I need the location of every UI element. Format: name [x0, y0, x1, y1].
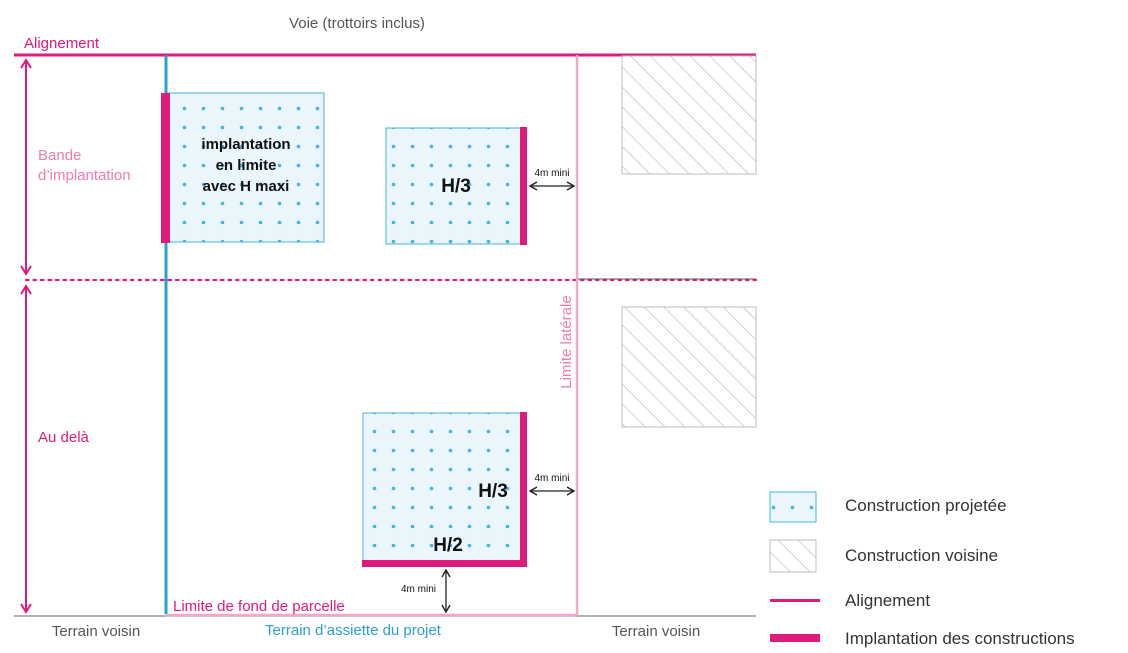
legend-label-voisine: Construction voisine — [845, 546, 998, 565]
building-limite-text-1: implantation — [201, 136, 290, 153]
building-middle-label: H/3 — [441, 176, 471, 197]
neighbour-building-bottom — [621, 306, 757, 428]
building-bottom-h2-label: H/2 — [433, 535, 463, 556]
dimension-label-right: 4m mini — [534, 473, 569, 484]
building-limite-implantation-bar — [161, 93, 170, 243]
neighbour-building-top — [621, 55, 757, 175]
terrain-voisin-right-label: Terrain voisin — [612, 623, 700, 640]
building-limite-text-3: avec H maxi — [203, 178, 290, 195]
dimension-label-top: 4m mini — [534, 168, 569, 179]
building-bottom-bottom-bar — [362, 560, 527, 567]
bande-label-2: d’implantation — [38, 167, 131, 184]
building-bottom-h3-label: H/3 — [478, 481, 508, 502]
limite-laterale-label: Limite latérale — [558, 295, 575, 388]
building-middle-implantation-bar — [520, 127, 527, 245]
building-limite — [167, 92, 325, 243]
au-dela-label: Au delà — [38, 429, 90, 446]
legend-swatch-implantation — [770, 634, 820, 642]
alignement-label: Alignement — [24, 35, 100, 52]
building-bottom-right-bar — [520, 412, 527, 567]
voie-label: Voie (trottoirs inclus) — [289, 15, 425, 32]
legend-swatch-projetee — [769, 491, 817, 523]
terrain-assiette-label: Terrain d’assiette du projet — [265, 622, 442, 639]
legend-label-alignement: Alignement — [845, 591, 930, 610]
dimension-label-bottom: 4m mini — [401, 584, 436, 595]
terrain-voisin-left-label: Terrain voisin — [52, 623, 140, 640]
building-limite-text-2: en limite — [216, 157, 277, 174]
bande-label-1: Bande — [38, 147, 81, 164]
legend-label-implantation: Implantation des constructions — [845, 629, 1075, 648]
legend-swatch-alignement — [770, 599, 820, 602]
legend-swatch-voisine — [769, 539, 817, 573]
limite-fond-label: Limite de fond de parcelle — [173, 598, 345, 615]
building-middle — [385, 127, 523, 245]
legend-label-projetee: Construction projetée — [845, 496, 1007, 515]
legend: Construction projetée Construction voisi… — [769, 491, 1075, 648]
